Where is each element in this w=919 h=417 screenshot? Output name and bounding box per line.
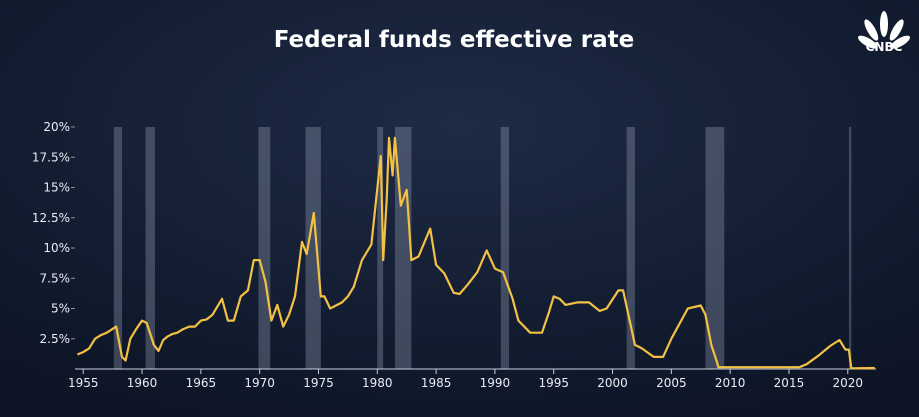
x-tick-label: 1985 bbox=[421, 376, 452, 390]
x-tick-label: 1990 bbox=[480, 376, 511, 390]
x-tick-label: 1980 bbox=[362, 376, 393, 390]
recession-band bbox=[705, 127, 725, 369]
recession-band bbox=[848, 127, 852, 369]
recession-band bbox=[145, 127, 155, 369]
x-tick-label: 2010 bbox=[715, 376, 746, 390]
y-tick-label: 12.5% bbox=[32, 211, 70, 225]
y-tick-label: 10% bbox=[43, 241, 70, 255]
y-tick-label: 17.5% bbox=[32, 150, 70, 164]
y-tick-label: 5% bbox=[51, 302, 70, 316]
x-tick-label: 2020 bbox=[832, 376, 863, 390]
recession-band bbox=[500, 127, 510, 369]
recession-band bbox=[377, 127, 384, 369]
x-tick-label: 2000 bbox=[597, 376, 628, 390]
x-tick-label: 1960 bbox=[127, 376, 158, 390]
rate-line bbox=[76, 136, 875, 370]
recession-band bbox=[113, 127, 123, 369]
y-tick-label: 15% bbox=[43, 181, 70, 195]
y-tick-label: 2.5% bbox=[40, 332, 71, 346]
recession-band bbox=[258, 127, 271, 369]
x-tick-label: 1955 bbox=[68, 376, 99, 390]
plot-area: 2.5% 5% 7.5% 10% 12.5% 15% 17.5% 20% 1955 1960 196… bbox=[32, 120, 876, 390]
recession-band bbox=[626, 127, 635, 369]
x-tick-label: 2015 bbox=[774, 376, 805, 390]
x-tick-label: 1970 bbox=[244, 376, 275, 390]
y-tick-label: 7.5% bbox=[40, 271, 71, 285]
recession-band bbox=[305, 127, 321, 369]
logo-text: CNBC bbox=[866, 40, 903, 54]
x-tick-label: 2005 bbox=[656, 376, 687, 390]
x-tick-label: 1975 bbox=[303, 376, 334, 390]
x-tick-label: 1995 bbox=[538, 376, 569, 390]
logo-icon bbox=[858, 11, 910, 49]
y-tick-label: 20% bbox=[43, 120, 70, 134]
chart-title: Federal funds effective rate bbox=[274, 27, 635, 53]
x-tick-label: 1965 bbox=[186, 376, 217, 390]
